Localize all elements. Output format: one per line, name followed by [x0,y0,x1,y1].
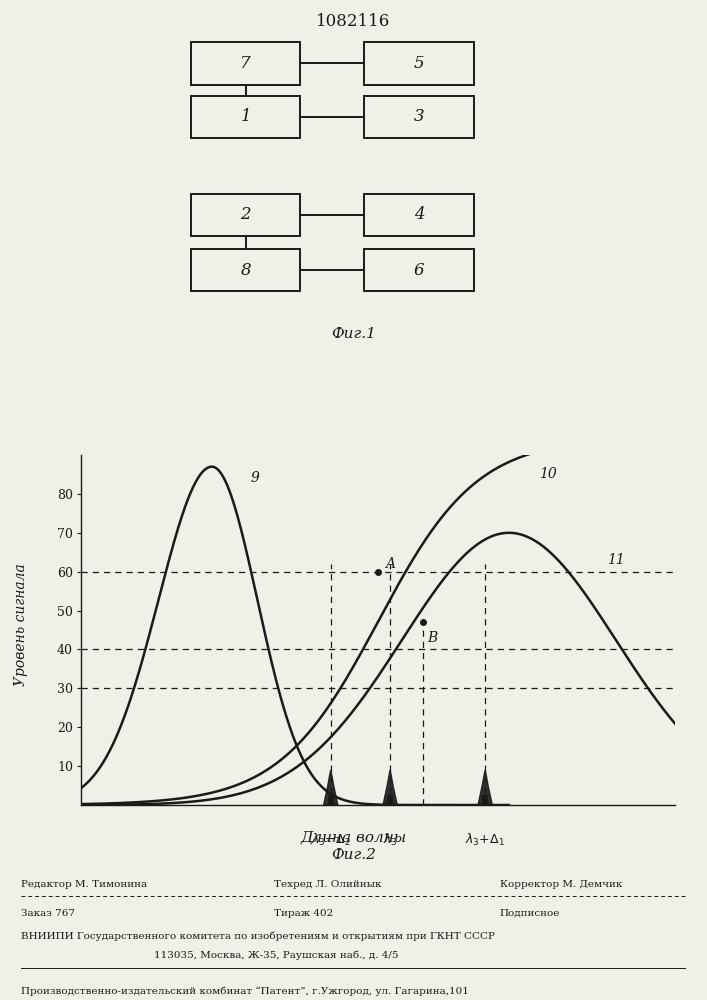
Text: 113035, Москва, Ж-35, Раушская наб., д. 4/5: 113035, Москва, Ж-35, Раушская наб., д. … [154,951,399,960]
Bar [364,42,474,85]
Text: $\lambda_3{+}\Delta_1$: $\lambda_3{+}\Delta_1$ [465,832,505,848]
Bar [191,96,300,138]
Text: Фиг.2: Фиг.2 [331,848,376,862]
Bar [482,795,488,805]
Polygon shape [324,770,338,805]
Text: $\lambda_3$: $\lambda_3$ [382,832,397,848]
Bar [191,249,300,291]
Text: Длина волны: Длина волны [300,830,407,844]
Text: Производственно-издательский комбинат “Патент”, г.Ужгород, ул. Гагарина,101: Производственно-издательский комбинат “П… [21,987,469,996]
Text: 9: 9 [250,471,259,485]
Text: Тираж 402: Тираж 402 [274,909,333,918]
Polygon shape [383,770,397,805]
Text: 6: 6 [414,262,424,279]
Text: 11: 11 [607,553,625,567]
Text: 3: 3 [414,108,424,125]
Bar [328,795,334,805]
Text: 2: 2 [240,206,251,223]
Bar [364,249,474,291]
Text: B: B [428,631,438,645]
Text: 4: 4 [414,206,424,223]
Text: Фиг.1: Фиг.1 [331,327,376,341]
Bar [191,42,300,85]
Text: Корректор М. Демчик: Корректор М. Демчик [500,880,622,889]
Text: A: A [385,557,395,571]
Bar [387,795,393,805]
Text: 5: 5 [414,55,424,72]
Text: ВНИИПИ Государственного комитета по изобретениям и открытиям при ГКНТ СССР: ВНИИПИ Государственного комитета по изоб… [21,931,495,941]
Text: Заказ 767: Заказ 767 [21,909,75,918]
Bar [191,194,300,236]
Text: Редактор М. Тимонина: Редактор М. Тимонина [21,880,147,889]
Text: 1082116: 1082116 [316,13,391,30]
Text: Подписное: Подписное [500,909,560,918]
Text: 7: 7 [240,55,251,72]
Text: Техред Л. Олийнык: Техред Л. Олийнык [274,880,381,889]
Bar [364,96,474,138]
Text: 10: 10 [539,467,556,481]
Text: 8: 8 [240,262,251,279]
Polygon shape [478,770,492,805]
Text: Уровень сигнала: Уровень сигнала [14,564,28,686]
Text: 1: 1 [240,108,251,125]
Bar [364,194,474,236]
Text: $\lambda_3{-}\Delta_2$: $\lambda_3{-}\Delta_2$ [311,832,351,848]
